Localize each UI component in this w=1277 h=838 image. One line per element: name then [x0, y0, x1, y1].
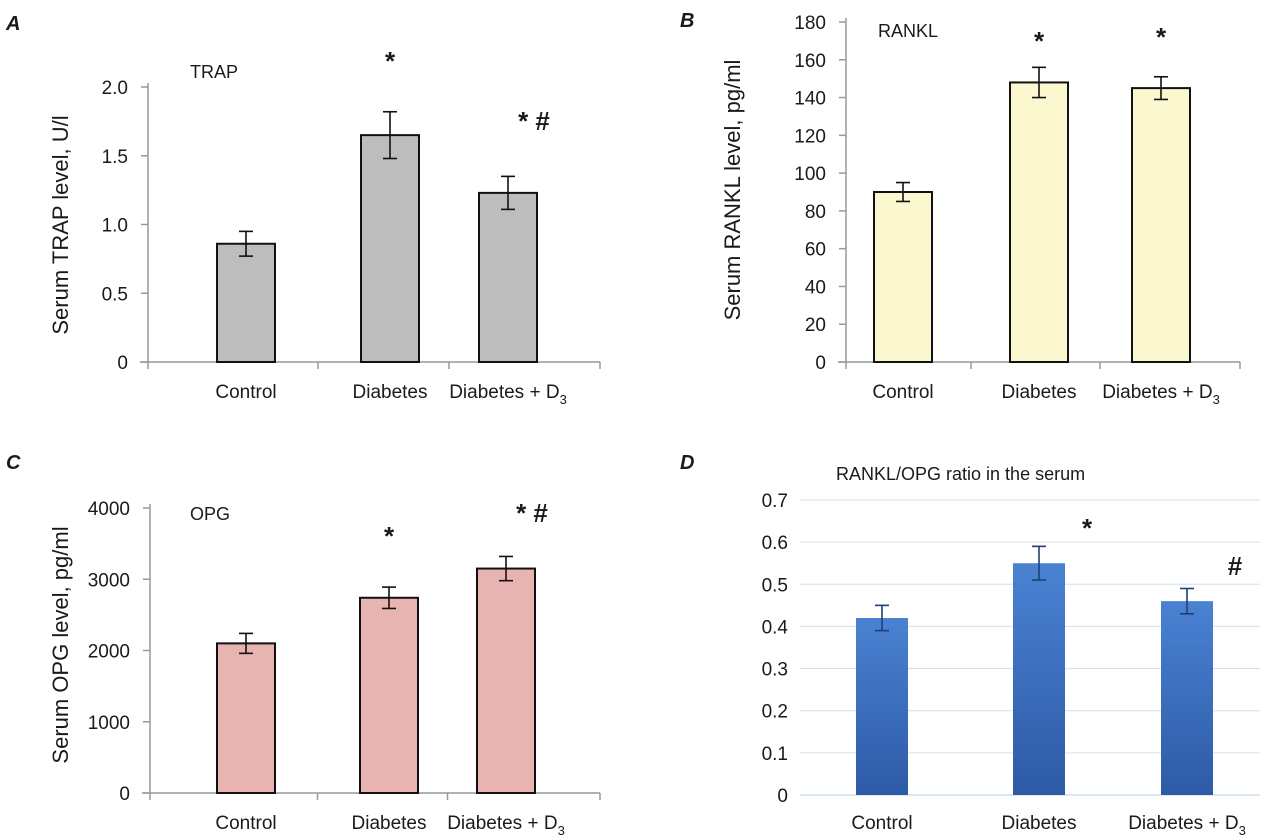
- category-label: Diabetes + D3: [1102, 382, 1220, 407]
- bar: [478, 191, 538, 363]
- significance-mark: #: [1228, 551, 1243, 581]
- y-tick-label: 0: [777, 786, 788, 807]
- y-axis-label: Serum TRAP level, U/l: [48, 115, 73, 334]
- bar: [476, 567, 536, 794]
- y-tick-label: 1.0: [102, 216, 128, 237]
- category-label: Diabetes: [353, 382, 428, 403]
- y-tick-label: 0.7: [762, 491, 788, 512]
- y-tick-label: 2.0: [102, 78, 128, 99]
- y-tick-label: 0.2: [762, 702, 788, 723]
- y-tick-label: 0.4: [762, 617, 789, 638]
- bar: [360, 134, 420, 363]
- y-tick-label: 80: [805, 202, 826, 223]
- category-label: Diabetes: [352, 813, 427, 834]
- y-axis-label: Serum RANKL level, pg/ml: [720, 60, 745, 321]
- significance-mark: * #: [516, 498, 548, 528]
- y-tick-label: 0.1: [762, 744, 788, 765]
- y-tick-label: 60: [805, 240, 826, 261]
- y-tick-label: 0: [117, 353, 128, 374]
- chart-panel-a: A 0 0.5 1.0 1.5 2.0 Serum TRAP level, U/l TRAP C…: [5, 13, 601, 407]
- panel-letter: A: [5, 13, 20, 35]
- y-tick-label: 2000: [88, 642, 130, 663]
- panel-letter: D: [680, 452, 694, 474]
- y-tick-label: 0: [119, 784, 130, 805]
- y-tick-label: 160: [794, 51, 826, 72]
- y-tick-label: 0.3: [762, 660, 788, 681]
- chart-panel-c: C 0 1000 2000 3000 4000 Serum OPG level, pg/ml…: [6, 452, 601, 838]
- bar: [216, 642, 276, 794]
- panel-letter: C: [6, 452, 21, 474]
- panel-title: RANKL/OPG ratio in the serum: [836, 464, 1085, 484]
- bar: [1131, 87, 1191, 363]
- significance-mark: * #: [518, 106, 550, 136]
- y-tick-label: 0.6: [762, 533, 788, 554]
- panel-title: RANKL: [878, 21, 938, 41]
- category-label: Control: [215, 382, 276, 403]
- bar: [359, 596, 419, 795]
- bar: [856, 618, 908, 795]
- y-tick-label: 0.5: [762, 575, 788, 596]
- y-tick-label: 4000: [88, 499, 130, 520]
- y-tick-label: 0: [815, 353, 826, 374]
- significance-mark: *: [385, 46, 396, 76]
- y-tick-label: 0.5: [102, 284, 128, 305]
- bar: [873, 191, 933, 363]
- chart-panel-b: B 0 20 40 60 80 100 120 140 160 180 Serum RANKL lev…: [680, 10, 1241, 407]
- panel-letter: B: [680, 10, 694, 32]
- bar: [1013, 563, 1065, 795]
- y-axis-label: Serum OPG level, pg/ml: [48, 526, 73, 763]
- bar: [1161, 601, 1213, 795]
- category-label: Diabetes + D3: [449, 382, 567, 407]
- chart-panel-d: D 0 0.1 0.2 0.3 0.4 0.5 0.6 0.7 RANKL/OPG ratio i…: [680, 452, 1260, 838]
- category-label: Diabetes + D3: [447, 813, 565, 838]
- category-label: Control: [851, 813, 912, 834]
- y-tick-label: 20: [805, 315, 826, 336]
- category-label: Diabetes + D3: [1128, 813, 1246, 838]
- panel-title: TRAP: [190, 62, 238, 82]
- category-label: Control: [872, 382, 933, 403]
- y-tick-label: 1.5: [102, 147, 128, 168]
- significance-mark: *: [1156, 22, 1167, 52]
- y-tick-label: 3000: [88, 570, 130, 591]
- panel-title: OPG: [190, 504, 230, 524]
- bar: [216, 242, 276, 363]
- significance-mark: *: [1034, 26, 1045, 56]
- y-tick-label: 180: [794, 13, 826, 34]
- significance-mark: *: [384, 521, 395, 551]
- bar: [1009, 81, 1069, 363]
- y-tick-label: 140: [794, 89, 826, 110]
- y-tick-label: 1000: [88, 713, 130, 734]
- y-tick-label: 100: [794, 164, 826, 185]
- significance-mark: *: [1082, 513, 1093, 543]
- y-tick-label: 40: [805, 277, 826, 298]
- category-label: Diabetes: [1002, 813, 1077, 834]
- category-label: Control: [215, 813, 276, 834]
- y-tick-label: 120: [794, 126, 826, 147]
- category-label: Diabetes: [1002, 382, 1077, 403]
